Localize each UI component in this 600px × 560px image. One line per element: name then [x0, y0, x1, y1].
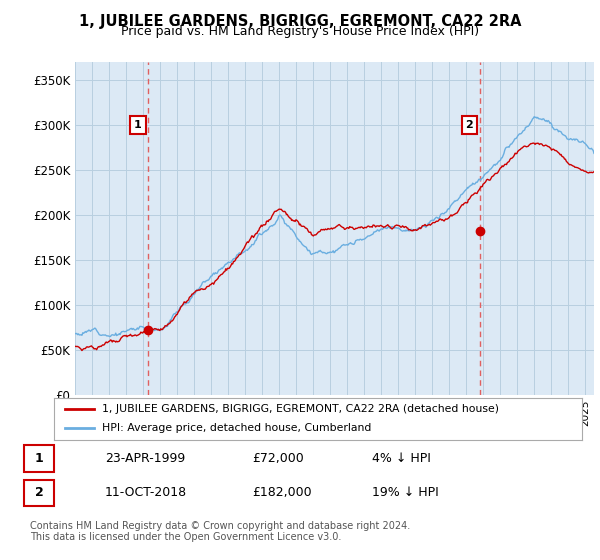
Text: Price paid vs. HM Land Registry's House Price Index (HPI): Price paid vs. HM Land Registry's House …	[121, 25, 479, 38]
Text: 2: 2	[466, 120, 473, 129]
Text: 19% ↓ HPI: 19% ↓ HPI	[372, 486, 439, 500]
FancyBboxPatch shape	[24, 445, 54, 472]
Text: 1, JUBILEE GARDENS, BIGRIGG, EGREMONT, CA22 2RA: 1, JUBILEE GARDENS, BIGRIGG, EGREMONT, C…	[79, 14, 521, 29]
Text: 4% ↓ HPI: 4% ↓ HPI	[372, 452, 431, 465]
Text: £182,000: £182,000	[252, 486, 311, 500]
Text: £72,000: £72,000	[252, 452, 304, 465]
Text: Contains HM Land Registry data © Crown copyright and database right 2024.
This d: Contains HM Land Registry data © Crown c…	[30, 521, 410, 543]
Text: 1: 1	[35, 452, 43, 465]
Text: 1: 1	[134, 120, 142, 129]
Text: 23-APR-1999: 23-APR-1999	[105, 452, 185, 465]
Text: 2: 2	[35, 486, 43, 500]
Text: HPI: Average price, detached house, Cumberland: HPI: Average price, detached house, Cumb…	[101, 423, 371, 433]
Text: 11-OCT-2018: 11-OCT-2018	[105, 486, 187, 500]
Text: 1, JUBILEE GARDENS, BIGRIGG, EGREMONT, CA22 2RA (detached house): 1, JUBILEE GARDENS, BIGRIGG, EGREMONT, C…	[101, 404, 499, 414]
FancyBboxPatch shape	[24, 479, 54, 506]
